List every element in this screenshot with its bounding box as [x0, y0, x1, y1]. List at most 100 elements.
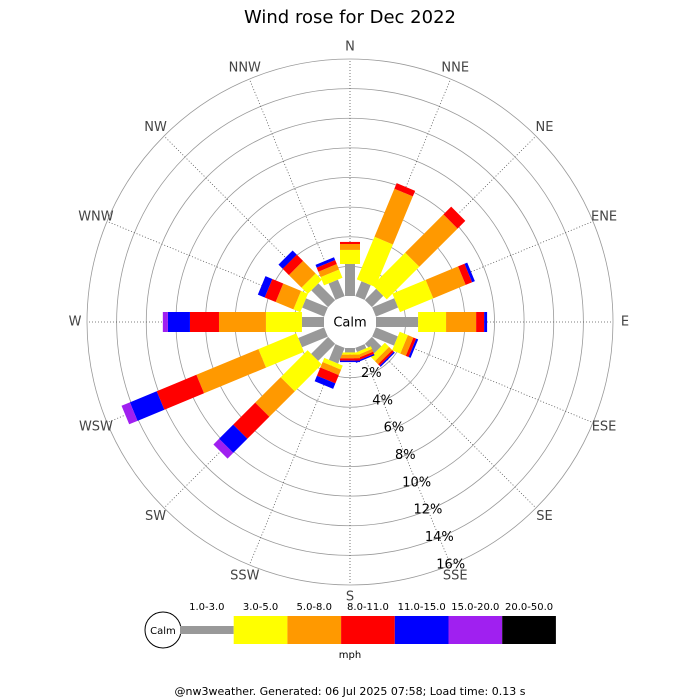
bar-segment [316, 259, 337, 272]
bar-segment [301, 273, 322, 294]
legend-swatch [180, 626, 234, 634]
direction-label: N [345, 40, 355, 55]
bar-segment [374, 188, 413, 245]
bar-segment [372, 298, 399, 317]
bar-segment [264, 279, 284, 303]
bar-segment [189, 312, 219, 332]
bar-segment [293, 290, 308, 313]
bar-segment [129, 391, 165, 421]
direction-bar [213, 336, 336, 459]
footer: @nw3weather. Generated: 06 Jul 2025 07:5… [175, 685, 526, 698]
bar-segment [298, 327, 328, 348]
units-label: mph [339, 650, 361, 661]
bar-segment [320, 362, 342, 376]
direction-label: SSE [443, 569, 468, 584]
bar-segment [340, 249, 360, 265]
r-tick-label: 8% [395, 448, 416, 463]
bar-segment [340, 358, 360, 361]
bar-segment [340, 354, 360, 359]
bar-segment [405, 337, 417, 358]
bar-segment [370, 342, 390, 362]
bar-segment [379, 351, 395, 367]
r-tick-label: 14% [425, 530, 454, 545]
legend-label: 15.0-20.0 [451, 602, 499, 613]
legend-swatch [341, 616, 395, 644]
bar-segment [314, 375, 336, 389]
bar-segment [167, 312, 190, 332]
direction-label: ESE [592, 420, 617, 435]
direction-bar [162, 312, 324, 332]
calm-label: Calm [333, 316, 366, 331]
spoke [368, 340, 537, 509]
direction-label: W [69, 315, 82, 330]
bar-segment [311, 283, 336, 308]
legend-label: 8.0-11.0 [347, 602, 389, 613]
direction-label: ENE [591, 209, 617, 224]
bar-segment [196, 349, 267, 394]
r-tick-label: 16% [436, 557, 465, 572]
direction-label: WSW [79, 420, 113, 435]
bar-segment [392, 279, 434, 313]
direction-bar [375, 312, 488, 332]
bar-segment [340, 241, 360, 245]
bar-segment [162, 312, 168, 332]
bar-segment [364, 336, 382, 354]
direction-bar [372, 262, 475, 317]
bar-segment [318, 264, 340, 278]
bar-segment [219, 424, 248, 453]
grid-ring [86, 58, 614, 586]
bar-segment [156, 374, 205, 410]
bar-segment [233, 402, 270, 439]
bar-segment [213, 438, 234, 459]
bar-segment [316, 367, 339, 384]
legend-label: 3.0-5.0 [243, 602, 278, 613]
direction-bar [364, 206, 466, 308]
bar-segment [278, 250, 297, 269]
r-tick-label: 2% [361, 366, 382, 381]
bar-segment [340, 352, 360, 355]
bar-segment [315, 257, 336, 268]
bar-segment [355, 344, 367, 353]
bar-segment [311, 336, 336, 361]
bar-segment [476, 312, 485, 332]
bar-segment [356, 236, 393, 288]
bar-segment [121, 402, 138, 425]
bar-segment [280, 350, 322, 392]
legend-label: 1.0-3.0 [189, 602, 224, 613]
bar-segment [372, 327, 398, 346]
direction-label: SE [536, 509, 552, 524]
bar-segment [288, 260, 316, 288]
direction-label: S [346, 590, 354, 605]
bar-segment [400, 335, 414, 356]
bar-segment [345, 348, 355, 353]
bar-segment [458, 263, 473, 285]
direction-bar [372, 327, 419, 358]
bar-segment [364, 288, 384, 308]
bar-segment [320, 269, 343, 286]
legend-label: 11.0-15.0 [398, 602, 446, 613]
bar-segment [265, 312, 302, 332]
legend-label: 5.0-8.0 [297, 602, 332, 613]
bar-segment [340, 244, 360, 250]
bar-segment [418, 312, 447, 332]
bar-segment [425, 266, 466, 299]
bar-segment [257, 276, 273, 298]
bar-segment [484, 312, 488, 332]
bar-segment [378, 350, 394, 366]
direction-bar [315, 257, 345, 300]
bar-segment [446, 312, 477, 332]
bar-segment [355, 281, 371, 300]
direction-bar [314, 344, 345, 389]
bar-segment [328, 344, 345, 364]
bar-segment [275, 283, 302, 310]
bar-segment [255, 377, 295, 417]
bar-segment [301, 317, 324, 327]
bar-segment [322, 357, 343, 370]
direction-label: NE [535, 120, 553, 135]
direction-label: E [621, 315, 629, 330]
bar-segment [464, 262, 475, 283]
direction-label: NNE [441, 60, 469, 75]
bar-segment [375, 317, 419, 327]
legend-swatch [394, 616, 449, 644]
legend-calm-label: Calm [150, 626, 176, 637]
